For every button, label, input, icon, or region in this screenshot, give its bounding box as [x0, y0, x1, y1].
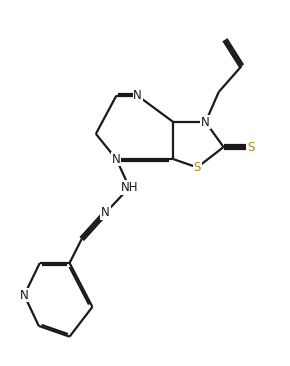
Text: N: N	[112, 153, 121, 166]
Text: S: S	[193, 161, 201, 174]
Text: N: N	[20, 289, 29, 302]
Text: N: N	[201, 116, 210, 128]
Text: NH: NH	[121, 181, 138, 194]
Text: N: N	[101, 206, 110, 219]
Text: N: N	[133, 89, 142, 102]
Text: S: S	[247, 141, 255, 153]
